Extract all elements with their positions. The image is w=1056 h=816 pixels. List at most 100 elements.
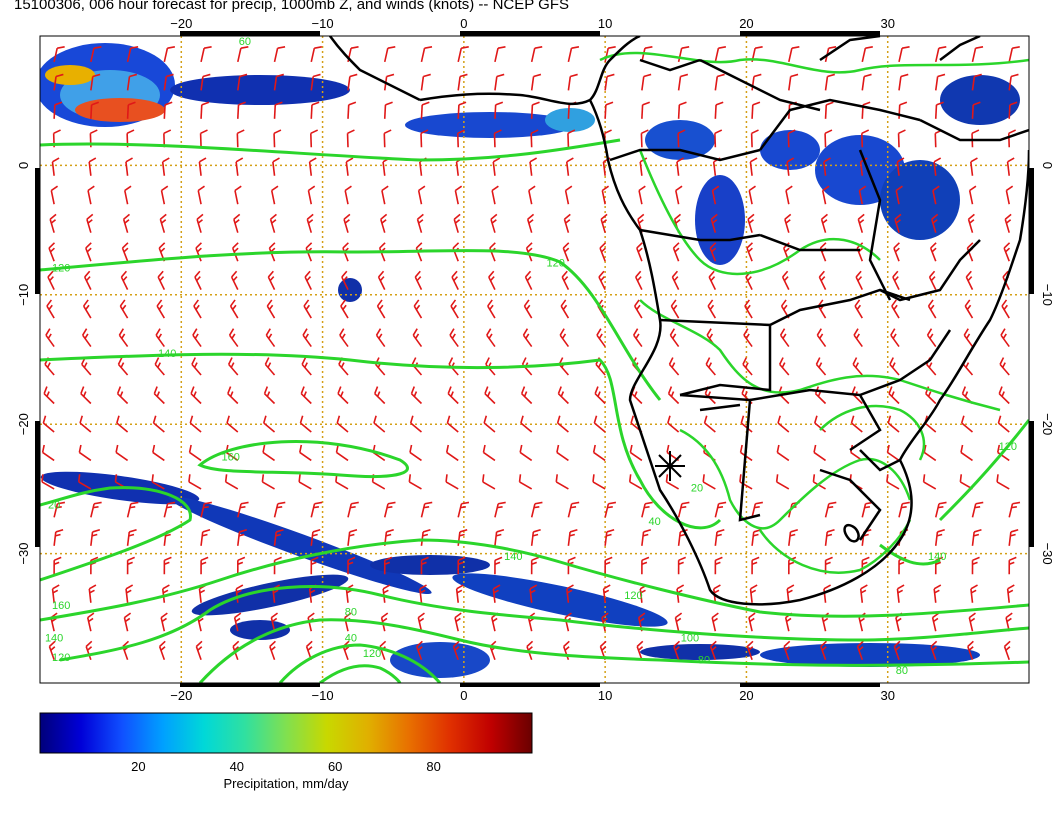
contour-label: 140	[45, 633, 63, 645]
wind-barb	[121, 242, 129, 262]
wind-barb	[266, 299, 276, 319]
wind-barb	[1005, 185, 1014, 205]
lat-tick-label-right: −30	[1040, 543, 1055, 565]
wind-barb	[335, 444, 349, 462]
wind-barb	[457, 101, 467, 119]
wind-barb	[1008, 556, 1017, 575]
contour-label: 120	[52, 652, 70, 664]
wind-barb	[668, 357, 680, 376]
wind-barb	[896, 584, 905, 603]
wind-barb	[152, 415, 165, 433]
wind-barb	[931, 213, 939, 233]
wind-barb	[117, 357, 129, 376]
wind-barb	[120, 270, 129, 290]
wind-barb	[273, 46, 286, 63]
wind-barb	[454, 612, 462, 632]
wind-barb	[641, 101, 651, 119]
wind-barb	[926, 328, 937, 348]
wind-barb	[347, 101, 357, 119]
wind-barb	[896, 157, 905, 176]
wind-barb	[671, 270, 680, 290]
wind-barb	[420, 501, 433, 518]
wind-barb	[343, 213, 351, 233]
wind-barb	[483, 415, 496, 433]
wind-barb	[237, 501, 249, 518]
wind-barb	[781, 270, 790, 290]
wind-barb	[823, 584, 832, 603]
wind-barb	[116, 415, 129, 433]
wind-barb	[788, 73, 799, 91]
wind-barb	[853, 328, 863, 348]
wind-barb	[347, 501, 359, 518]
wind-barb	[861, 101, 871, 119]
wind-barb	[927, 299, 937, 319]
wind-barb	[934, 46, 947, 63]
wind-barb	[486, 328, 496, 348]
wind-barb	[375, 328, 386, 348]
lon-tick-label-top: 0	[460, 16, 467, 31]
wind-barb	[336, 415, 349, 433]
wind-barb	[310, 529, 321, 546]
wind-barb	[528, 185, 536, 205]
wind-barb	[227, 386, 239, 405]
wind-barb	[53, 556, 62, 575]
wind-barb	[814, 386, 827, 405]
wind-barb	[126, 501, 139, 518]
wind-barb	[445, 444, 459, 462]
wind-barb	[380, 612, 389, 632]
wind-barb	[46, 299, 55, 319]
wind-barb	[383, 556, 393, 575]
wind-barb	[383, 129, 392, 148]
wind-barb	[996, 474, 1010, 490]
wind-barb	[126, 101, 136, 119]
wind-barb	[78, 444, 92, 462]
wind-barb	[374, 386, 386, 405]
contour-label: 140	[928, 551, 946, 563]
wind-barb	[42, 415, 55, 433]
lon-tick-label-top: −20	[170, 16, 192, 31]
wind-barb	[1000, 328, 1010, 348]
wind-barb	[641, 501, 653, 518]
wind-barb	[705, 357, 716, 376]
wind-barb	[854, 299, 863, 319]
contour-label: 120	[547, 257, 565, 269]
wind-barb	[267, 270, 276, 290]
wind-barb	[824, 101, 834, 119]
lat-tick-label-left: −20	[16, 413, 31, 435]
wind-barb	[482, 474, 496, 490]
wind-barb	[824, 529, 835, 546]
wind-barb	[823, 157, 831, 176]
wind-barb	[193, 299, 202, 319]
wind-barb	[559, 328, 570, 348]
wind-barb	[971, 73, 982, 91]
colorbar-tick-label: 40	[229, 759, 245, 774]
wind-barb	[744, 299, 753, 319]
lon-tick-label-bottom: 0	[460, 688, 467, 703]
wind-barb	[237, 101, 246, 119]
wind-barb	[347, 73, 358, 91]
wind-barb	[383, 46, 396, 63]
wind-barb	[309, 129, 319, 148]
wind-barb	[930, 640, 938, 660]
wind-barb	[714, 46, 727, 63]
wind-barb	[200, 101, 210, 119]
wind-barb	[592, 444, 606, 462]
wind-barb	[126, 73, 138, 91]
wind-barb	[191, 357, 202, 376]
wind-barb	[567, 73, 578, 91]
wind-barb	[933, 157, 942, 176]
wind-barb	[530, 101, 540, 119]
wind-barb	[677, 46, 690, 63]
wind-barb	[77, 474, 92, 490]
wind-barb	[86, 612, 95, 632]
wind-barb	[270, 185, 279, 205]
wind-barb	[227, 357, 239, 376]
wind-barb	[234, 185, 242, 205]
wind-barb	[746, 640, 754, 660]
wind-barb	[409, 444, 422, 462]
contour-label: 140	[504, 551, 522, 563]
wind-barb	[273, 101, 283, 119]
wind-barb	[960, 415, 973, 433]
map-title: 15100306, 006 hour forecast for precip, …	[14, 0, 569, 13]
contour-label: 140	[158, 348, 176, 360]
